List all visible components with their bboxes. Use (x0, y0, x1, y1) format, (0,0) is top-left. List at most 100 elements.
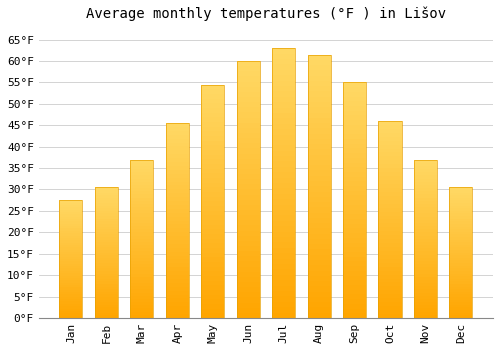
Bar (308, 265, 330, 271)
Bar (308, 70, 330, 76)
Bar (95, 190, 118, 192)
Bar (201, 192, 224, 197)
Bar (236, 138, 260, 143)
Bar (95, 271, 118, 274)
Bar (166, 271, 189, 275)
Bar (166, 201, 189, 205)
Bar (378, 286, 402, 290)
Bar (236, 82, 260, 87)
Bar (343, 101, 366, 106)
Bar (414, 204, 437, 207)
Bar (201, 197, 224, 201)
Bar (343, 92, 366, 97)
Bar (201, 201, 224, 206)
Bar (236, 92, 260, 97)
Bar (343, 261, 366, 266)
Bar (236, 112, 260, 118)
Bar (166, 139, 189, 142)
Bar (378, 141, 402, 145)
Bar (166, 142, 189, 147)
Bar (308, 76, 330, 81)
Bar (236, 143, 260, 148)
Bar (60, 250, 82, 252)
Bar (130, 210, 154, 214)
Bar (308, 118, 330, 123)
Bar (450, 260, 472, 263)
Bar (166, 174, 189, 178)
Bar (308, 149, 330, 155)
Bar (201, 229, 224, 234)
Bar (308, 297, 330, 302)
Bar (130, 236, 154, 239)
Bar (60, 236, 82, 238)
Bar (308, 302, 330, 307)
Bar (272, 70, 295, 75)
Bar (272, 291, 295, 296)
Bar (201, 183, 224, 187)
Bar (308, 281, 330, 286)
Bar (414, 280, 437, 283)
Bar (450, 234, 472, 237)
Bar (450, 242, 472, 245)
Bar (236, 189, 260, 195)
Bar (201, 94, 224, 99)
Bar (343, 177, 366, 181)
Bar (308, 55, 330, 318)
Bar (236, 154, 260, 159)
Bar (201, 299, 224, 304)
Bar (201, 173, 224, 178)
Bar (343, 181, 366, 186)
Bar (343, 120, 366, 125)
Bar (60, 224, 82, 226)
Bar (378, 267, 402, 271)
Bar (308, 218, 330, 223)
Bar (272, 91, 295, 97)
Bar (130, 207, 154, 210)
Bar (130, 239, 154, 242)
Bar (60, 222, 82, 224)
Bar (95, 219, 118, 221)
Bar (130, 242, 154, 245)
Bar (450, 315, 472, 318)
Bar (236, 251, 260, 256)
Bar (95, 276, 118, 279)
Bar (130, 194, 154, 197)
Bar (308, 123, 330, 128)
Bar (343, 233, 366, 238)
Bar (236, 308, 260, 313)
Bar (130, 201, 154, 204)
Bar (60, 257, 82, 259)
Bar (272, 48, 295, 54)
Bar (166, 147, 189, 150)
Bar (201, 141, 224, 145)
Bar (166, 217, 189, 220)
Bar (60, 266, 82, 268)
Bar (95, 315, 118, 318)
Bar (378, 243, 402, 247)
Bar (414, 296, 437, 299)
Bar (130, 283, 154, 286)
Bar (414, 264, 437, 267)
Bar (378, 121, 402, 318)
Bar (378, 263, 402, 267)
Bar (414, 245, 437, 248)
Bar (378, 196, 402, 200)
Bar (414, 201, 437, 204)
Bar (272, 216, 295, 221)
Bar (378, 212, 402, 216)
Bar (236, 102, 260, 107)
Bar (60, 299, 82, 301)
Bar (201, 155, 224, 159)
Bar (378, 188, 402, 192)
Bar (201, 309, 224, 313)
Bar (166, 158, 189, 162)
Bar (378, 133, 402, 137)
Bar (201, 206, 224, 211)
Bar (343, 247, 366, 252)
Bar (166, 178, 189, 182)
Bar (201, 164, 224, 169)
Bar (60, 243, 82, 245)
Bar (343, 205, 366, 210)
Bar (343, 116, 366, 120)
Bar (343, 162, 366, 167)
